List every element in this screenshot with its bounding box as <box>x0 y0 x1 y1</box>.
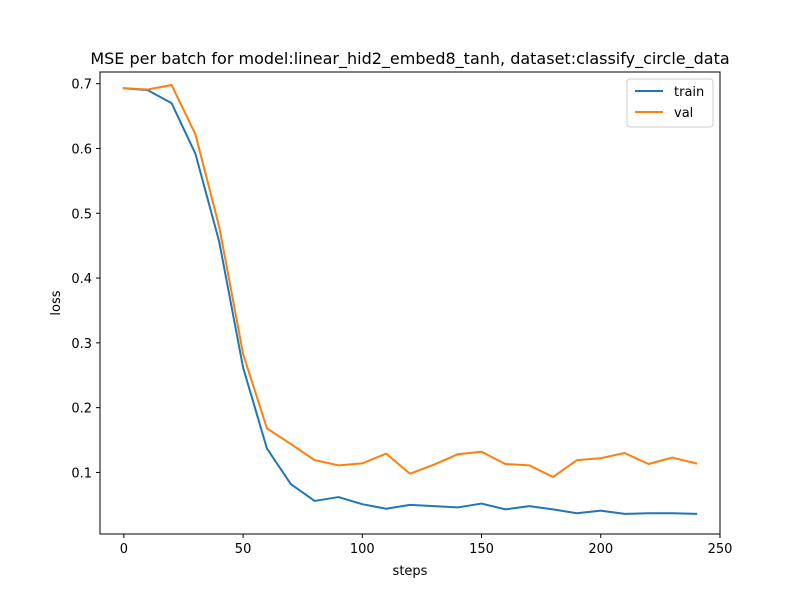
y-tick-label: 0.3 <box>71 337 92 352</box>
y-axis-label: loss <box>49 290 64 315</box>
x-tick-label: 250 <box>708 542 733 557</box>
x-tick-label: 200 <box>588 542 613 557</box>
y-tick-label: 0.4 <box>71 272 92 287</box>
y-tick-label: 0.6 <box>71 142 92 157</box>
series-lines <box>122 83 698 515</box>
x-axis-ticks: 0 50 100 150 200 250 <box>120 534 733 557</box>
series-line-train <box>122 87 698 515</box>
x-tick-label: 0 <box>120 542 128 557</box>
legend-label-train: train <box>674 85 704 100</box>
x-tick-label: 100 <box>350 542 375 557</box>
x-axis-label: steps <box>393 564 428 579</box>
x-tick-label: 150 <box>469 542 494 557</box>
legend-label-val: val <box>674 106 693 121</box>
plot-area: 0 50 100 150 200 250 0.1 0.2 0.3 0.4 0.5 0.6 0.7 <box>71 71 733 557</box>
y-tick-label: 0.1 <box>71 466 92 481</box>
series-line-val <box>122 83 698 478</box>
y-tick-label: 0.2 <box>71 402 92 417</box>
y-axis-ticks: 0.1 0.2 0.3 0.4 0.5 0.6 0.7 <box>71 78 100 481</box>
axes-frame <box>99 71 721 535</box>
y-tick-label: 0.5 <box>71 207 92 222</box>
chart-title: MSE per batch for model:linear_hid2_embe… <box>90 49 729 69</box>
x-tick-label: 50 <box>235 542 252 557</box>
legend: train val <box>626 78 714 128</box>
y-tick-label: 0.7 <box>71 78 92 93</box>
